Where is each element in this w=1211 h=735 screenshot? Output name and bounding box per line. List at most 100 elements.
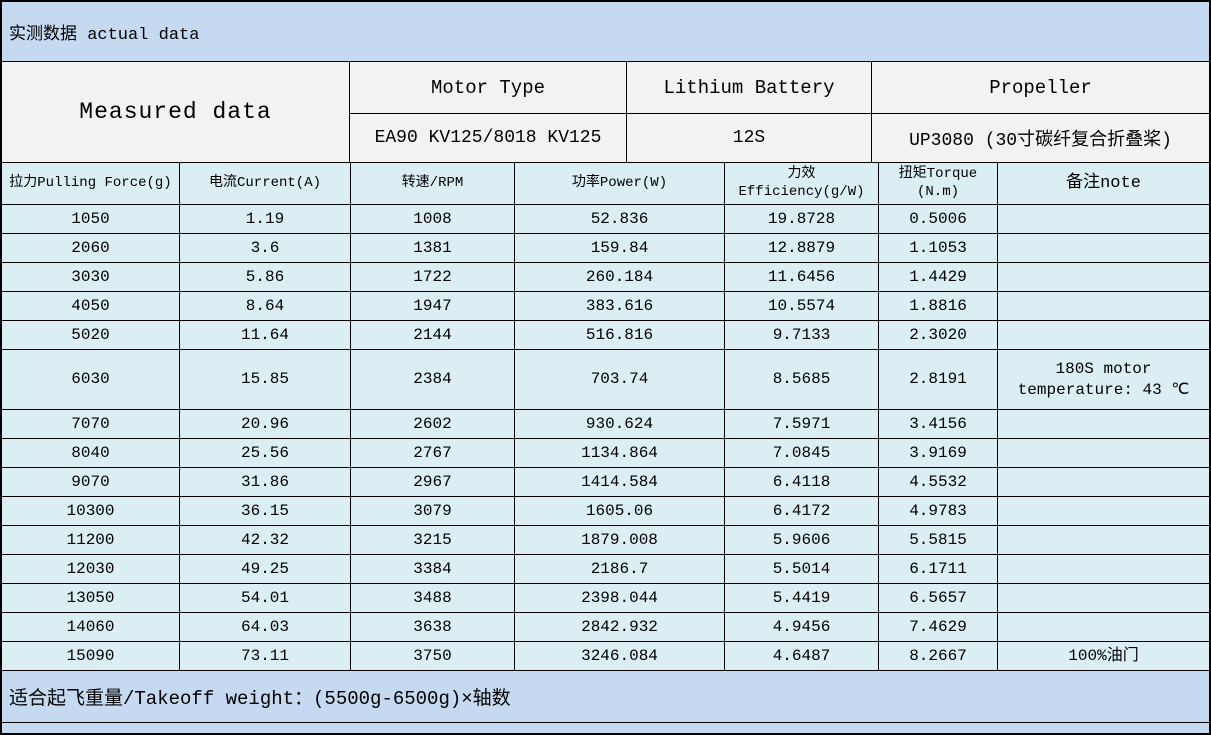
table-body: 1050 1.19 1008 52.836 19.8728 0.5006 206… (2, 205, 1209, 671)
cell-note: 180S motor temperature: 43 ℃ (998, 350, 1209, 410)
cell-torque: 4.9783 (879, 497, 998, 526)
table-row: 14060 64.03 3638 2842.932 4.9456 7.4629 (2, 613, 1209, 642)
sheet-title: 实测数据 actual data (9, 25, 200, 45)
cell-pulling-force: 4050 (2, 292, 180, 321)
cell-pulling-force: 10300 (2, 497, 180, 526)
cell-current: 36.15 (180, 497, 351, 526)
cell-efficiency: 8.5685 (725, 350, 879, 410)
cell-note (998, 292, 1209, 321)
propeller-value: UP3080 (30寸碳纤复合折叠桨) (872, 114, 1209, 163)
cell-current: 25.56 (180, 439, 351, 468)
table-row: 12030 49.25 3384 2186.7 5.5014 6.1711 (2, 555, 1209, 584)
cell-current: 20.96 (180, 410, 351, 439)
cell-power: 2186.7 (515, 555, 725, 584)
table-row: 4050 8.64 1947 383.616 10.5574 1.8816 (2, 292, 1209, 321)
cell-current: 31.86 (180, 468, 351, 497)
col-header-efficiency: 力效 Efficiency(g/W) (725, 163, 879, 205)
table-header-row: 拉力Pulling Force(g) 电流Current(A) 转速/RPM 功… (2, 163, 1209, 205)
cell-efficiency: 19.8728 (725, 205, 879, 234)
lithium-battery-value: 12S (627, 114, 872, 163)
cell-power: 1605.06 (515, 497, 725, 526)
propeller-label: Propeller (872, 62, 1209, 114)
cell-torque: 6.1711 (879, 555, 998, 584)
table-row: 3030 5.86 1722 260.184 11.6456 1.4429 (2, 263, 1209, 292)
cell-torque: 3.4156 (879, 410, 998, 439)
footer-strip (2, 723, 1209, 733)
footer-bar: 适合起飞重量/Takeoff weight：(5500g-6500g)×轴数 (2, 671, 1209, 723)
cell-torque: 1.1053 (879, 234, 998, 263)
cell-note (998, 234, 1209, 263)
cell-current: 49.25 (180, 555, 351, 584)
takeoff-weight-text: 适合起飞重量/Takeoff weight：(5500g-6500g)×轴数 (9, 688, 511, 710)
cell-pulling-force: 5020 (2, 321, 180, 350)
cell-efficiency: 6.4118 (725, 468, 879, 497)
cell-efficiency: 7.0845 (725, 439, 879, 468)
cell-torque: 2.3020 (879, 321, 998, 350)
cell-rpm: 1722 (351, 263, 515, 292)
measured-data-label: Measured data (2, 62, 350, 163)
table-row: 10300 36.15 3079 1605.06 6.4172 4.9783 (2, 497, 1209, 526)
cell-note (998, 497, 1209, 526)
cell-efficiency: 5.9606 (725, 526, 879, 555)
cell-power: 159.84 (515, 234, 725, 263)
cell-note (998, 526, 1209, 555)
cell-note (998, 321, 1209, 350)
table-row: 9070 31.86 2967 1414.584 6.4118 4.5532 (2, 468, 1209, 497)
cell-rpm: 1947 (351, 292, 515, 321)
col-header-note: 备注note (998, 163, 1209, 205)
cell-rpm: 1008 (351, 205, 515, 234)
cell-efficiency: 12.8879 (725, 234, 879, 263)
cell-rpm: 1381 (351, 234, 515, 263)
cell-note (998, 613, 1209, 642)
cell-pulling-force: 8040 (2, 439, 180, 468)
cell-torque: 4.5532 (879, 468, 998, 497)
header-section: Measured data Motor Type Lithium Battery… (2, 62, 1209, 163)
cell-power: 1414.584 (515, 468, 725, 497)
cell-efficiency: 9.7133 (725, 321, 879, 350)
cell-pulling-force: 2060 (2, 234, 180, 263)
col-header-power: 功率Power(W) (515, 163, 725, 205)
cell-power: 703.74 (515, 350, 725, 410)
col-header-rpm: 转速/RPM (351, 163, 515, 205)
cell-pulling-force: 15090 (2, 642, 180, 671)
cell-note (998, 263, 1209, 292)
cell-efficiency: 6.4172 (725, 497, 879, 526)
table-row: 11200 42.32 3215 1879.008 5.9606 5.5815 (2, 526, 1209, 555)
cell-rpm: 3488 (351, 584, 515, 613)
cell-pulling-force: 12030 (2, 555, 180, 584)
cell-note (998, 584, 1209, 613)
cell-rpm: 3384 (351, 555, 515, 584)
cell-note (998, 555, 1209, 584)
cell-torque: 5.5815 (879, 526, 998, 555)
cell-rpm: 2144 (351, 321, 515, 350)
cell-note (998, 439, 1209, 468)
cell-rpm: 2967 (351, 468, 515, 497)
cell-torque: 1.8816 (879, 292, 998, 321)
cell-pulling-force: 3030 (2, 263, 180, 292)
cell-current: 3.6 (180, 234, 351, 263)
cell-rpm: 2384 (351, 350, 515, 410)
table-row: 1050 1.19 1008 52.836 19.8728 0.5006 (2, 205, 1209, 234)
cell-pulling-force: 14060 (2, 613, 180, 642)
col-header-current: 电流Current(A) (180, 163, 351, 205)
cell-current: 64.03 (180, 613, 351, 642)
title-bar: 实测数据 actual data (2, 2, 1209, 62)
cell-torque: 1.4429 (879, 263, 998, 292)
cell-rpm: 3638 (351, 613, 515, 642)
cell-rpm: 2602 (351, 410, 515, 439)
cell-efficiency: 7.5971 (725, 410, 879, 439)
cell-current: 11.64 (180, 321, 351, 350)
cell-note (998, 410, 1209, 439)
cell-current: 54.01 (180, 584, 351, 613)
lithium-battery-label: Lithium Battery (627, 62, 872, 114)
cell-pulling-force: 9070 (2, 468, 180, 497)
cell-note (998, 468, 1209, 497)
cell-efficiency: 11.6456 (725, 263, 879, 292)
col-header-pulling-force: 拉力Pulling Force(g) (2, 163, 180, 205)
cell-power: 260.184 (515, 263, 725, 292)
cell-power: 2842.932 (515, 613, 725, 642)
cell-pulling-force: 6030 (2, 350, 180, 410)
table-row: 6030 15.85 2384 703.74 8.5685 2.8191 180… (2, 350, 1209, 410)
cell-current: 15.85 (180, 350, 351, 410)
